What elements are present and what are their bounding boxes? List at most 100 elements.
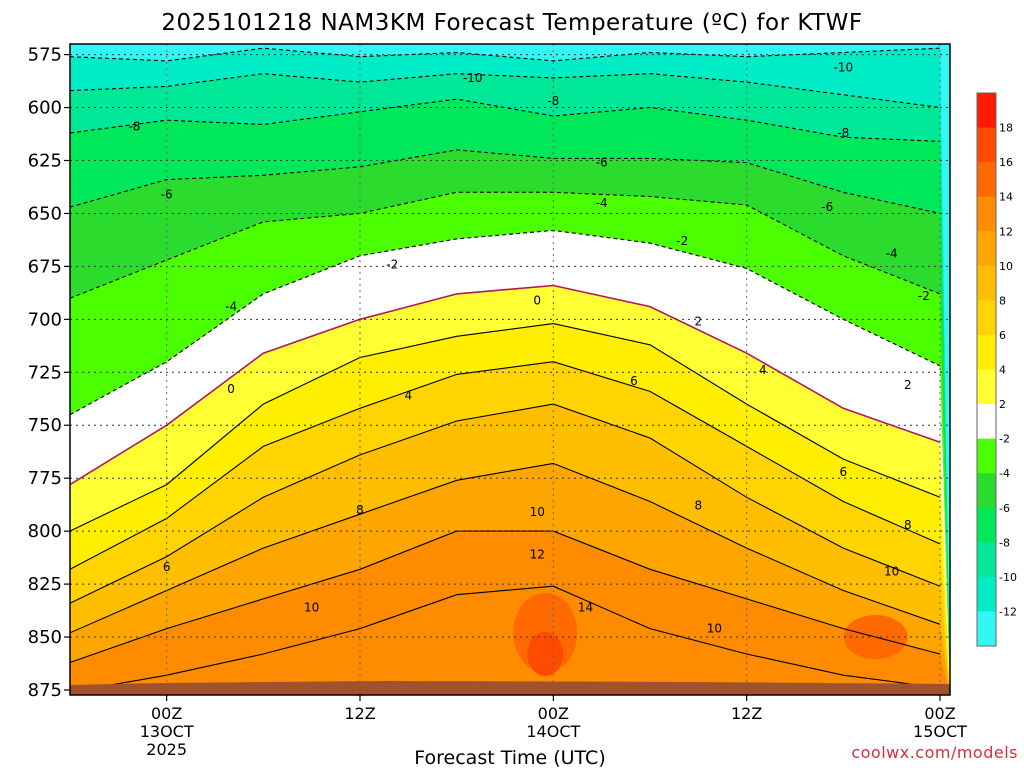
y-tick-label: 825 (28, 574, 62, 595)
isotherm-label: -2 (676, 234, 688, 248)
colorbar-swatch (977, 542, 996, 578)
colorbar-label: 18 (999, 122, 1013, 135)
colorbar-label: -8 (999, 536, 1010, 549)
y-tick-label: 725 (28, 362, 62, 383)
colorbar-label: -4 (999, 467, 1010, 480)
y-tick-label: 800 (28, 521, 62, 542)
y-tick-label: 775 (28, 468, 62, 489)
x-tick-label: 00Z (924, 704, 955, 723)
isotherm-label: 10 (884, 564, 899, 578)
isotherm-label: 4 (405, 389, 413, 403)
colorbar-label: -6 (999, 502, 1010, 515)
isotherm-label: -10 (463, 71, 483, 85)
x-tick-label: 15OCT (913, 722, 967, 741)
warm-core-1 (527, 631, 564, 676)
colorbar-label: 4 (999, 364, 1006, 377)
colorbar-label: 6 (999, 329, 1006, 342)
isotherm-10 (70, 530, 941, 664)
isotherm-label: 6 (630, 374, 638, 388)
isotherm--10 (70, 73, 941, 109)
x-tick-label: 2025 (146, 740, 187, 759)
colorbar-label: 10 (999, 260, 1013, 273)
warm-core-3 (255, 604, 336, 637)
isotherm-label: 10 (707, 622, 722, 636)
y-tick-label: 750 (28, 415, 62, 436)
colorbar-label: -2 (999, 433, 1010, 446)
isotherm-label: 10 (530, 505, 545, 519)
isotherm-label: 4 (759, 363, 767, 377)
colorbar-label: 14 (999, 191, 1013, 204)
colorbar-swatch (977, 507, 996, 543)
isotherm-label: -8 (547, 94, 559, 108)
x-tick-label: 12Z (731, 704, 762, 723)
isotherm-label: 6 (163, 560, 171, 574)
colorbar-swatch (977, 576, 996, 612)
isotherm-label: -8 (128, 120, 140, 134)
colorbar-label: 8 (999, 294, 1006, 307)
y-tick-label: 625 (28, 150, 62, 171)
x-tick-label: 13OCT (140, 722, 194, 741)
y-tick-label: 600 (28, 98, 62, 119)
y-axis: 575 600 625 650 675 700 725 750 775 800 825 850 875 (28, 45, 70, 701)
colorbar-label: 12 (999, 225, 1013, 238)
isotherm-label: 0 (227, 382, 235, 396)
colorbar-swatch (977, 162, 996, 198)
colorbar-swatch (977, 196, 996, 232)
isotherm--6 (70, 149, 941, 214)
isotherm--8 (70, 98, 941, 142)
x-tick-label: 00Z (538, 704, 569, 723)
colorbar-label: 16 (999, 156, 1013, 169)
isotherm-label: -6 (161, 187, 173, 201)
colorbar: 18 16 14 12 10 8 6 4 2 -2 -4 -6 -8 -10 -12 (976, 92, 1017, 647)
isotherm-label: 14 (578, 600, 593, 614)
y-tick-label: 875 (28, 680, 62, 701)
colorbar-swatch (977, 473, 996, 509)
colorbar-label: -10 (999, 571, 1017, 584)
isotherm--4 (70, 191, 941, 299)
isotherm-6 (70, 403, 941, 604)
terrain-ground (70, 680, 950, 695)
isotherm-label: -4 (596, 196, 608, 210)
isotherm-label: 10 (304, 600, 319, 614)
isotherm--12 (70, 47, 941, 62)
isotherm-label: -6 (596, 156, 608, 170)
isotherm-label: -2 (386, 257, 398, 271)
isotherm-label: -4 (225, 300, 237, 314)
terrain-fill (70, 680, 950, 695)
isotherm-12 (70, 585, 941, 693)
isotherm-8 (70, 462, 941, 634)
x-tick-label: 14OCT (526, 722, 580, 741)
colorbar-swatch (977, 231, 996, 267)
y-tick-label: 675 (28, 256, 62, 277)
isotherm-label: 12 (530, 547, 545, 561)
isotherm-lines (70, 47, 941, 693)
x-tick-label: 00Z (151, 704, 182, 723)
colorbar-swatch (977, 265, 996, 301)
credit-link[interactable]: coolwx.com/models (851, 743, 1018, 762)
colorbar-swatch (977, 300, 996, 336)
isotherm-label: 2 (904, 378, 912, 392)
isotherm-label: -8 (837, 126, 849, 140)
plot-frame (69, 43, 951, 696)
isotherm-labels: -10 -10 -8 -8 -8 -6 -6 -6 -4 -4 -4 -2 -2 -2 0 0 2 2 4 4 6 6 6 8… (128, 60, 929, 635)
fill-band-12 (70, 586, 950, 695)
isotherm-label: -4 (886, 247, 898, 261)
isotherm-label: -6 (821, 200, 833, 214)
colorbar-frame (976, 92, 997, 647)
isotherm-label: -10 (834, 60, 854, 74)
colorbar-swatch (977, 404, 996, 440)
y-tick-label: 575 (28, 45, 62, 66)
temperature-fills (70, 44, 950, 695)
isotherm-label: 8 (356, 503, 364, 517)
isotherm-label: 8 (904, 518, 912, 532)
y-tick-label: 850 (28, 627, 62, 648)
colorbar-swatch (977, 127, 996, 163)
colorbar-swatch (977, 438, 996, 474)
isotherm-4 (70, 361, 941, 570)
isotherm-label: 6 (840, 465, 848, 479)
isotherm-label: 2 (695, 314, 703, 328)
isotherm-0 (70, 284, 941, 486)
plot-area: -10 -10 -8 -8 -8 -6 -6 -6 -4 -4 -4 -2 -2 -2 0 0 2 2 4 4 6 6 6 8… (70, 44, 950, 695)
